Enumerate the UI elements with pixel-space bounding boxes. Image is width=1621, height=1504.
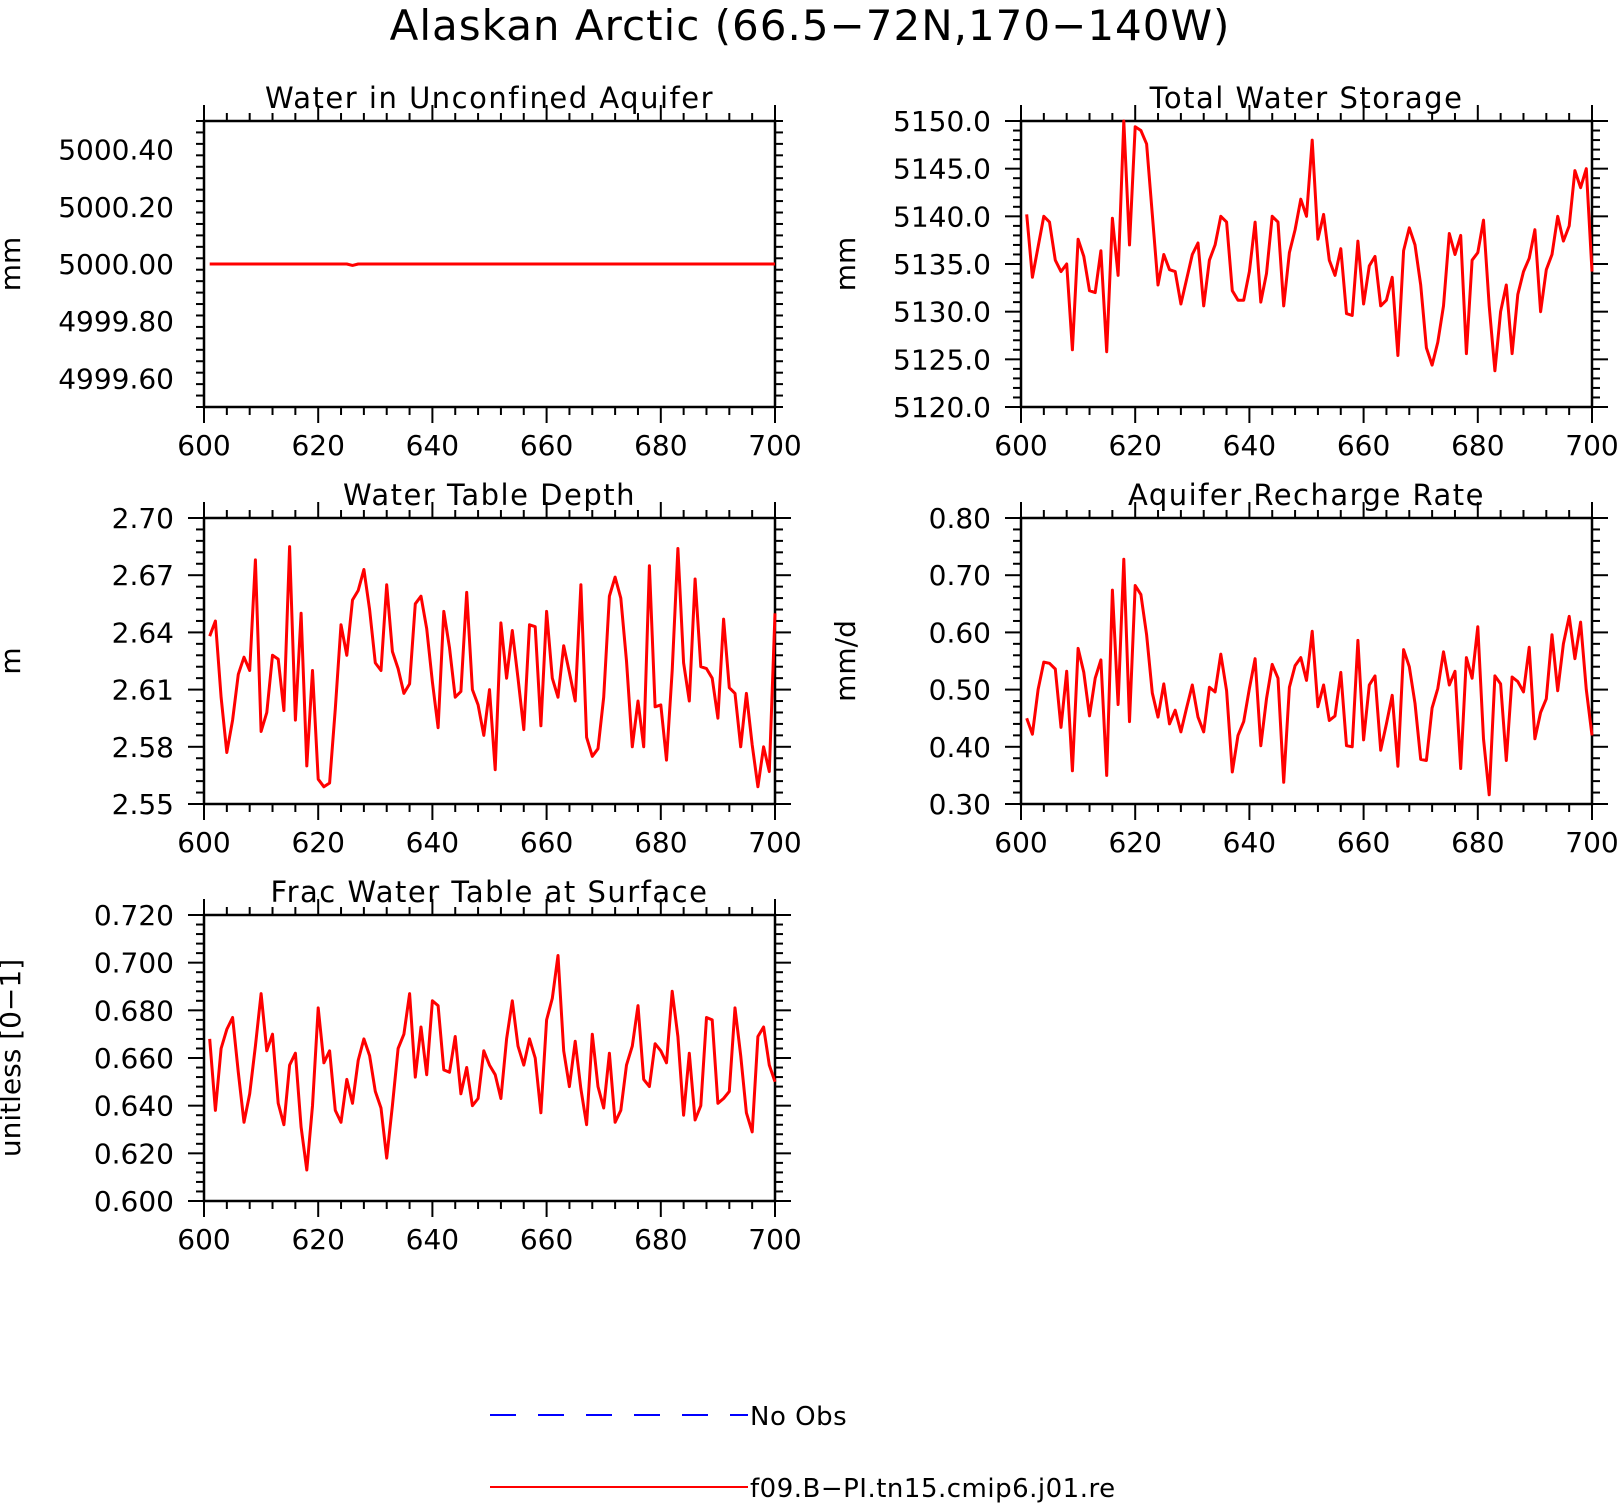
y-tick-label: 5120.0 bbox=[893, 391, 991, 424]
legend-no-obs-label: No Obs bbox=[750, 1402, 847, 1432]
x-tick-label: 680 bbox=[1451, 826, 1504, 859]
y-tick-label: 0.640 bbox=[94, 1090, 174, 1123]
y-tick-label: 0.30 bbox=[929, 788, 991, 821]
y-axis-label: mm/d bbox=[829, 620, 862, 702]
x-tick-label: 620 bbox=[291, 826, 344, 859]
legend-model-label: f09.B−PI.tn15.cmip6.j01.re bbox=[750, 1474, 1116, 1504]
x-tick-label: 640 bbox=[1223, 826, 1276, 859]
x-tick-label: 600 bbox=[177, 1223, 230, 1256]
x-tick-label: 700 bbox=[1565, 429, 1618, 462]
series-line bbox=[1025, 557, 1594, 797]
y-tick-label: 5000.20 bbox=[58, 191, 174, 224]
y-tick-label: 5125.0 bbox=[893, 343, 991, 376]
y-tick-label: 0.620 bbox=[94, 1137, 174, 1170]
panel-title: Aquifer Recharge Rate bbox=[1128, 478, 1485, 512]
x-tick-label: 660 bbox=[520, 429, 573, 462]
plot-frame bbox=[202, 516, 777, 806]
y-tick-label: 5135.0 bbox=[893, 248, 991, 281]
y-axis-label: unitless [0−1] bbox=[0, 959, 27, 1157]
series-line bbox=[208, 545, 777, 789]
x-tick-label: 600 bbox=[177, 826, 230, 859]
y-tick-label: 5145.0 bbox=[893, 153, 991, 186]
x-tick-label: 660 bbox=[520, 826, 573, 859]
x-tick-label: 680 bbox=[634, 826, 687, 859]
x-tick-label: 660 bbox=[1337, 429, 1390, 462]
x-tick-label: 620 bbox=[291, 429, 344, 462]
y-tick-label: 0.720 bbox=[94, 899, 174, 932]
x-tick-label: 620 bbox=[1108, 826, 1161, 859]
x-tick-label: 640 bbox=[1223, 429, 1276, 462]
series-line bbox=[209, 262, 775, 267]
y-tick-label: 5130.0 bbox=[893, 296, 991, 329]
legend: No Obs f09.B−PI.tn15.cmip6.j01.re bbox=[490, 1402, 1116, 1504]
y-tick-label: 2.64 bbox=[112, 616, 174, 649]
x-tick-label: 700 bbox=[748, 1223, 801, 1256]
y-tick-label: 2.58 bbox=[112, 731, 174, 764]
series-line bbox=[1025, 119, 1594, 373]
y-tick-label: 2.61 bbox=[112, 674, 174, 707]
panel-title: Total Water Storage bbox=[1149, 81, 1464, 115]
x-tick-label: 680 bbox=[1451, 429, 1504, 462]
chart-aquifer-recharge-rate: Aquifer Recharge Rate 600 620 640 660 680 700 0… bbox=[829, 478, 1619, 859]
x-tick-label: 660 bbox=[520, 1223, 573, 1256]
chart-water-table-depth: Water Table Depth 600 620 640 660 680 700 2.55 2… bbox=[0, 478, 802, 859]
x-tick-label: 700 bbox=[1565, 826, 1618, 859]
panel-title: Water Table Depth bbox=[343, 478, 636, 512]
y-tick-label: 5000.40 bbox=[58, 134, 174, 167]
y-tick-label: 4999.60 bbox=[58, 362, 174, 395]
y-tick-label: 2.70 bbox=[112, 502, 174, 535]
chart-total-water-storage: Total Water Storage 600 620 640 660 680 700 512… bbox=[829, 81, 1619, 462]
y-tick-label: 0.40 bbox=[929, 731, 991, 764]
x-tick-label: 600 bbox=[994, 429, 1047, 462]
panels: Water in Unconfined Aquifer 600 620 640 660 6… bbox=[0, 81, 1619, 1256]
x-tick-label: 600 bbox=[177, 429, 230, 462]
page-title: Alaskan Arctic (66.5−72N,170−140W) bbox=[390, 1, 1231, 50]
x-tick-label: 680 bbox=[634, 429, 687, 462]
y-axis-label: m bbox=[0, 647, 27, 674]
y-tick-label: 5150.0 bbox=[893, 105, 991, 138]
y-tick-label: 0.700 bbox=[94, 947, 174, 980]
chart-unconfined-aquifer: Water in Unconfined Aquifer 600 620 640 660 6… bbox=[0, 81, 802, 462]
y-tick-label: 0.660 bbox=[94, 1042, 174, 1075]
y-tick-label: 0.50 bbox=[929, 674, 991, 707]
y-tick-label: 0.70 bbox=[929, 559, 991, 592]
y-tick-label: 0.80 bbox=[929, 502, 991, 535]
plot-frame bbox=[1019, 516, 1594, 806]
y-axis-label: mm bbox=[0, 237, 27, 292]
x-tick-label: 640 bbox=[406, 429, 459, 462]
y-tick-label: 0.60 bbox=[929, 616, 991, 649]
y-tick-label: 0.600 bbox=[94, 1185, 174, 1218]
y-tick-label: 5140.0 bbox=[893, 200, 991, 233]
x-tick-label: 640 bbox=[406, 826, 459, 859]
y-tick-label: 5000.00 bbox=[58, 248, 174, 281]
y-tick-label: 2.67 bbox=[112, 559, 174, 592]
x-tick-label: 680 bbox=[634, 1223, 687, 1256]
x-tick-label: 700 bbox=[748, 429, 801, 462]
plot-frame bbox=[1019, 119, 1594, 409]
x-tick-label: 700 bbox=[748, 826, 801, 859]
panel-title: Frac Water Table at Surface bbox=[271, 875, 709, 909]
y-axis-label: mm bbox=[829, 237, 862, 292]
x-tick-label: 660 bbox=[1337, 826, 1390, 859]
series-line bbox=[208, 954, 777, 1172]
x-tick-label: 640 bbox=[406, 1223, 459, 1256]
x-tick-label: 620 bbox=[1108, 429, 1161, 462]
chart-frac-water-table-surface: Frac Water Table at Surface 600 620 640 660 6… bbox=[0, 875, 802, 1256]
x-tick-label: 600 bbox=[994, 826, 1047, 859]
y-tick-label: 4999.80 bbox=[58, 305, 174, 338]
y-tick-label: 0.680 bbox=[94, 994, 174, 1027]
panel-title: Water in Unconfined Aquifer bbox=[265, 81, 714, 115]
x-tick-label: 620 bbox=[291, 1223, 344, 1256]
y-tick-label: 2.55 bbox=[112, 788, 174, 821]
